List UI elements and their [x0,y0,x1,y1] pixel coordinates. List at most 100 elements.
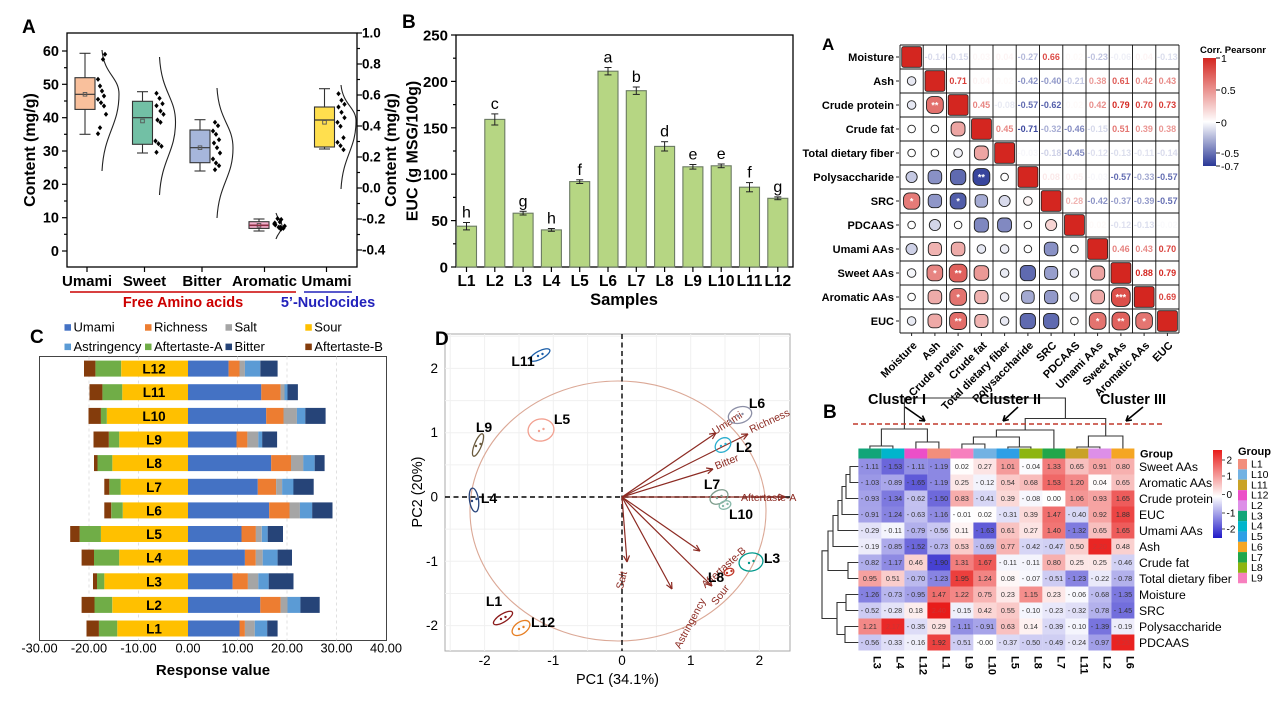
svg-text:Ash: Ash [1139,540,1160,554]
svg-text:0.83: 0.83 [955,494,969,503]
svg-text:Richness: Richness [154,319,208,334]
svg-text:-0.13: -0.13 [1134,220,1155,230]
svg-text:- 0.16: - 0.16 [907,638,925,647]
svg-text:Content (mg/g): Content (mg/g) [22,93,39,207]
svg-text:0.91: 0.91 [1093,462,1107,471]
svg-text:- 0.23: - 0.23 [1045,606,1063,615]
svg-text:20.00: 20.00 [271,641,303,656]
svg-text:- 0.32: - 0.32 [1068,606,1086,615]
svg-text:- 1.23: - 1.23 [1068,574,1086,583]
svg-text:-0.12: -0.12 [1087,148,1108,158]
svg-text:- 0.29: - 0.29 [861,526,879,535]
svg-text:-0.15: -0.15 [1087,124,1108,134]
svg-text:0.5: 0.5 [1221,85,1236,97]
svg-text:Cluster I: Cluster I [868,392,926,408]
svg-text:0.25: 0.25 [1070,558,1084,567]
svg-text:- 0.01: - 0.01 [953,510,971,519]
svg-text:0.42: 0.42 [978,606,992,615]
svg-text:0.00: 0.00 [1047,494,1061,503]
svg-text:- 0.11: - 0.11 [884,526,902,535]
svg-text:- 0.68: - 0.68 [1091,590,1109,599]
svg-text:- 1.11: - 1.11 [861,462,879,471]
svg-text:2: 2 [1227,456,1233,467]
svg-text:-10.00: -10.00 [120,641,156,656]
svg-text:L11: L11 [737,273,763,290]
svg-text:-0.23: -0.23 [1087,52,1108,62]
svg-text:L1: L1 [457,273,475,290]
svg-text:-1: -1 [547,653,559,668]
svg-text:-0.21: -0.21 [1064,76,1085,86]
svg-text:1.67: 1.67 [978,558,992,567]
svg-text:-0.27: -0.27 [1018,52,1039,62]
svg-text:-0.15: -0.15 [948,52,969,62]
svg-text:- 0.06: - 0.06 [1068,590,1086,599]
svg-text:L5: L5 [571,273,589,290]
svg-text:L8: L8 [1251,562,1263,574]
svg-text:0.00: 0.00 [176,641,201,656]
svg-text:- 0.31: - 0.31 [999,510,1017,519]
svg-text:-0.37: -0.37 [1111,196,1132,206]
svg-text:-0.39: -0.39 [1134,196,1155,206]
svg-text:- 0.73: - 0.73 [884,590,902,599]
svg-text:1.20: 1.20 [1070,478,1084,487]
svg-text:Polysaccharide: Polysaccharide [813,172,894,184]
svg-text:L1: L1 [146,622,162,637]
svg-text:0.92: 0.92 [1093,510,1107,519]
svg-text:0.28: 0.28 [1066,196,1084,206]
svg-text:e: e [688,147,697,164]
svg-text:- 1.11: - 1.11 [953,622,971,631]
svg-text:Samples: Samples [590,291,658,309]
svg-text:L8: L8 [708,569,725,585]
svg-text:0.80: 0.80 [1116,462,1130,471]
svg-text:Moisture: Moisture [1139,588,1186,602]
svg-text:0.51: 0.51 [886,574,900,583]
svg-text:L12: L12 [916,656,928,675]
svg-text:**: ** [955,317,963,327]
svg-text:0.93: 0.93 [1093,494,1107,503]
svg-text:EUC (g MSG/100g): EUC (g MSG/100g) [405,81,422,221]
svg-text:**: ** [1117,317,1125,327]
svg-text:- 0.11: - 0.11 [1022,558,1040,567]
svg-text:- 0.22: - 0.22 [1091,574,1109,583]
svg-text:Crude protein: Crude protein [1139,492,1213,506]
svg-text:**: ** [978,173,986,183]
svg-text:L7: L7 [1054,656,1066,669]
svg-text:0.02: 0.02 [1089,220,1107,230]
svg-text:0.69: 0.69 [1159,292,1177,302]
svg-text:0.71: 0.71 [949,76,967,86]
svg-text:0.46: 0.46 [1112,244,1130,254]
svg-text:Aromatic AAs: Aromatic AAs [1139,476,1212,490]
svg-text:- 0.93: - 0.93 [861,494,879,503]
svg-text:EUC: EUC [1139,508,1165,522]
svg-text:40: 40 [43,111,59,127]
svg-text:- 1.35: - 1.35 [1114,590,1132,599]
svg-text:0.48: 0.48 [1116,542,1130,551]
svg-text:-0.14: -0.14 [925,52,946,62]
svg-text:- 0.89: - 0.89 [884,478,902,487]
svg-text:L12: L12 [764,273,791,290]
svg-text:-1: -1 [1227,509,1236,520]
svg-text:- 1.17: - 1.17 [884,558,902,567]
svg-text:Total dietary fiber: Total dietary fiber [803,148,895,160]
svg-text:L6: L6 [146,503,162,518]
svg-text:0.75: 0.75 [978,590,992,599]
svg-text:1: 1 [430,425,438,440]
svg-text:0.43: 0.43 [1159,76,1177,86]
svg-text:2.23: 2.23 [1116,638,1130,647]
svg-text:Aftertaste-A: Aftertaste-A [154,339,223,354]
svg-text:Salt: Salt [235,319,258,334]
svg-text:- 0.69: - 0.69 [976,542,994,551]
svg-text:- 0.47: - 0.47 [1045,542,1063,551]
svg-text:- 0.41: - 0.41 [976,494,994,503]
svg-text:Free Amino acids: Free Amino acids [123,295,243,311]
svg-text:Group: Group [1238,446,1271,458]
svg-text:L1: L1 [939,656,951,669]
svg-text:0.2: 0.2 [362,150,381,165]
svg-text:0.38: 0.38 [1159,124,1177,134]
svg-text:5’-Nuclocides: 5’-Nuclocides [281,295,375,311]
svg-text:L10: L10 [729,506,753,522]
svg-text:- 1.16: - 1.16 [930,510,948,519]
svg-text:L11: L11 [1077,656,1089,674]
svg-text:- 1.24: - 1.24 [884,510,902,519]
svg-text:- 1.34: - 1.34 [884,494,902,503]
